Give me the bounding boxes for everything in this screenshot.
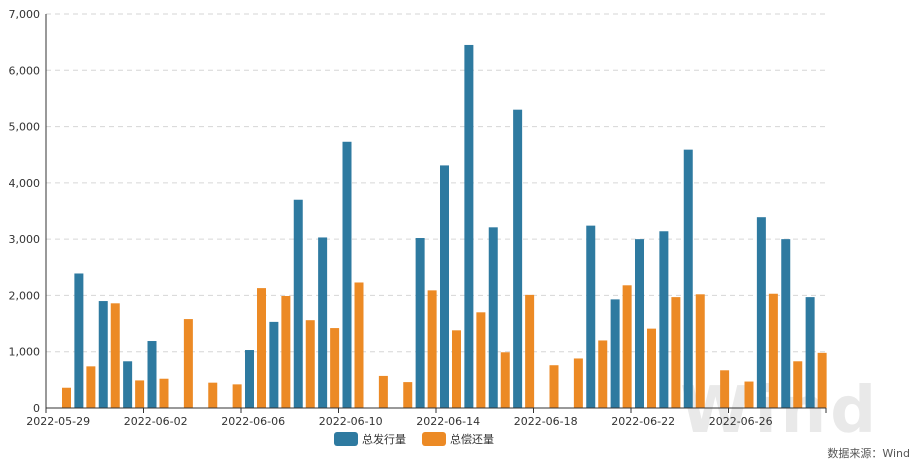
bar-repayment[interactable] xyxy=(573,358,583,408)
bar-repayment[interactable] xyxy=(671,297,681,408)
y-tick-label: 7,000 xyxy=(9,8,41,21)
y-tick-label: 6,000 xyxy=(9,64,41,77)
bar-repayment[interactable] xyxy=(427,290,437,408)
bar-repayment[interactable] xyxy=(208,382,218,408)
bar-issuance[interactable] xyxy=(513,109,523,408)
legend-swatch-repayment xyxy=(422,432,446,446)
y-tick-label: 0 xyxy=(33,402,40,415)
bar-issuance[interactable] xyxy=(659,231,669,408)
bars xyxy=(62,44,827,409)
x-tick-label: 2022-06-18 xyxy=(514,415,578,428)
bar-repayment[interactable] xyxy=(598,340,608,408)
bar-issuance[interactable] xyxy=(586,225,596,408)
y-tick-label: 3,000 xyxy=(9,233,41,246)
bar-issuance[interactable] xyxy=(440,165,449,408)
bar-issuance[interactable] xyxy=(610,299,620,408)
x-tick-label: 2022-06-14 xyxy=(416,415,480,428)
bar-repayment[interactable] xyxy=(452,330,461,408)
bar-repayment[interactable] xyxy=(647,328,656,408)
bar-repayment[interactable] xyxy=(549,365,559,408)
bar-repayment[interactable] xyxy=(183,319,193,408)
bar-issuance[interactable] xyxy=(488,227,498,408)
bar-repayment[interactable] xyxy=(159,378,169,408)
bar-repayment[interactable] xyxy=(86,366,96,408)
y-tick-label: 4,000 xyxy=(9,177,41,190)
bar-repayment[interactable] xyxy=(257,288,266,408)
x-tick-label: 2022-06-22 xyxy=(611,415,675,428)
bar-issuance[interactable] xyxy=(415,238,425,408)
gridlines xyxy=(46,13,826,353)
bar-repayment[interactable] xyxy=(62,387,71,408)
bar-issuance[interactable] xyxy=(781,239,791,408)
bar-issuance[interactable] xyxy=(756,217,766,408)
legend-swatch-issuance xyxy=(334,432,358,446)
bar-issuance[interactable] xyxy=(293,199,303,408)
bar-repayment[interactable] xyxy=(403,382,413,408)
legend-label-issuance: 总发行量 xyxy=(362,432,406,446)
bar-issuance[interactable] xyxy=(635,239,644,408)
bar-repayment[interactable] xyxy=(330,328,340,408)
bar-repayment[interactable] xyxy=(110,303,120,408)
bar-repayment[interactable] xyxy=(695,294,705,408)
bar-repayment[interactable] xyxy=(793,361,803,408)
bar-repayment[interactable] xyxy=(817,352,827,408)
bar-issuance[interactable] xyxy=(805,297,815,408)
bar-repayment[interactable] xyxy=(720,370,730,408)
bar-issuance[interactable] xyxy=(269,321,279,408)
y-tick-label: 5,000 xyxy=(9,121,41,134)
axes: 0 1,000 2,000 3,000 4,000 5,000 6,000 7,000 2022… xyxy=(9,8,827,428)
y-tick-label: 2,000 xyxy=(9,289,41,302)
legend-item-repayment[interactable]: 总偿还量 xyxy=(422,432,494,446)
bar-repayment[interactable] xyxy=(232,384,242,408)
bar-repayment[interactable] xyxy=(768,293,778,408)
x-tick-label: 2022-06-10 xyxy=(319,415,383,428)
bar-repayment[interactable] xyxy=(500,352,510,408)
legend-label-repayment: 总偿还量 xyxy=(450,432,494,446)
bar-issuance[interactable] xyxy=(245,350,254,408)
bar-issuance[interactable] xyxy=(98,301,108,408)
x-tick-label: 2022-06-26 xyxy=(709,415,773,428)
watermark-logo: Wind xyxy=(680,374,880,448)
x-tick-label: 2022-06-02 xyxy=(124,415,188,428)
bar-issuance[interactable] xyxy=(683,149,693,409)
bar-issuance[interactable] xyxy=(464,44,474,408)
bar-issuance[interactable] xyxy=(123,361,133,408)
bar-repayment[interactable] xyxy=(378,375,388,408)
source-note: 数据来源：Wind xyxy=(827,446,910,460)
bar-issuance[interactable] xyxy=(74,273,84,408)
bar-repayment[interactable] xyxy=(622,285,632,408)
bar-repayment[interactable] xyxy=(354,282,364,408)
y-tick-label: 1,000 xyxy=(9,346,41,359)
x-tick-label: 2022-06-06 xyxy=(221,415,285,428)
bar-repayment[interactable] xyxy=(525,294,535,408)
bar-issuance[interactable] xyxy=(318,237,328,408)
bar-repayment[interactable] xyxy=(281,295,291,408)
bar-repayment[interactable] xyxy=(135,380,145,408)
bar-repayment[interactable] xyxy=(744,381,754,408)
bar-issuance[interactable] xyxy=(342,141,352,409)
bar-issuance[interactable] xyxy=(147,341,157,408)
bar-repayment[interactable] xyxy=(476,312,486,408)
x-tick-label: 2022-05-29 xyxy=(26,415,90,428)
legend-item-issuance[interactable]: 总发行量 xyxy=(334,432,406,446)
bar-repayment[interactable] xyxy=(305,320,315,408)
legend: 总发行量 总偿还量 xyxy=(334,432,494,446)
